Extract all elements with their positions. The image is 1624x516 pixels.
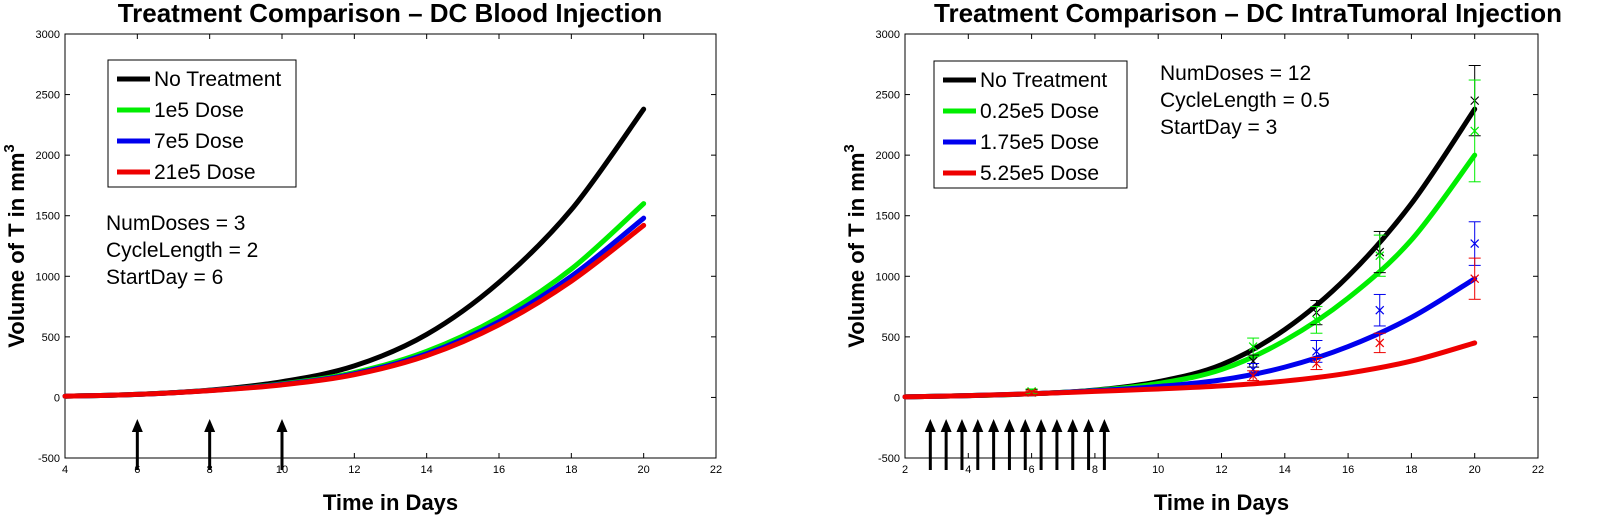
data-point-marker	[1375, 251, 1385, 261]
x-tick-label: 4	[965, 464, 971, 476]
dose-arrow-head	[940, 419, 952, 432]
legend: No Treatment 0.25e5 Dose 1.75e5 Dose 5.25e5…	[933, 60, 1128, 189]
y-axis-label: Volume of T in mm3	[841, 144, 869, 348]
y-tick-label: 2500	[876, 90, 900, 102]
y-tick-label: 2500	[36, 90, 60, 102]
dose-arrow-head	[131, 419, 143, 432]
x-tick-label: 16	[1342, 464, 1354, 476]
dose-arrow-head	[1019, 419, 1031, 432]
x-tick-label: 12	[1215, 464, 1227, 476]
annotation-text: CycleLength = 2	[106, 239, 258, 262]
dose-arrow-head	[1067, 419, 1079, 432]
y-tick-label: 3000	[36, 29, 60, 41]
dose-arrow-head	[956, 419, 968, 432]
series-line-4	[902, 340, 1478, 400]
series-line-2	[902, 152, 1478, 400]
legend-label: No Treatment	[154, 68, 281, 91]
x-tick-label: 18	[565, 464, 577, 476]
y-tick-label: 1500	[876, 211, 900, 223]
legend: No Treatment 1e5 Dose 7e5 Dose 21e5 Dose	[107, 59, 297, 188]
dose-arrow-head	[1098, 419, 1110, 432]
dose-arrow-head	[276, 419, 288, 432]
data-point-marker	[1375, 338, 1385, 348]
x-tick-label: 18	[1405, 464, 1417, 476]
y-tick-label: 1500	[36, 211, 60, 223]
annotation-text: NumDoses = 12	[1160, 62, 1311, 85]
legend-label: 21e5 Dose	[154, 161, 256, 184]
chart-title: Treatment Comparison – DC Blood Injectio…	[118, 0, 663, 28]
x-tick-label: 16	[493, 464, 505, 476]
data-point-marker	[1375, 305, 1385, 315]
chart-panel-1: 46810121416182022-5000500100015002000250…	[1, 0, 722, 515]
dose-arrow-head	[1083, 419, 1095, 432]
legend-label: 1.75e5 Dose	[980, 131, 1099, 154]
chart-panel-2: 2 4 6 8 10 12 14 16 18 20 22 -500 0 500 1000 1500 2000 25…	[841, 0, 1562, 515]
annotation-text: StartDay = 6	[106, 266, 223, 289]
legend-label: 0.25e5 Dose	[980, 100, 1099, 123]
x-tick-label: 4	[62, 464, 68, 476]
legend-label: No Treatment	[980, 69, 1107, 92]
data-point-marker	[1248, 371, 1258, 381]
dose-arrow-head	[1051, 419, 1063, 432]
data-point-marker	[1248, 342, 1258, 351]
chart-title: Treatment Comparison – DC IntraTumoral I…	[934, 0, 1562, 28]
x-tick-label: 20	[1469, 464, 1481, 476]
data-point-marker	[1027, 388, 1037, 398]
data-point-marker	[1312, 359, 1321, 368]
y-axis-label-superscript: 3	[1, 144, 18, 152]
legend-label: 7e5 Dose	[154, 130, 244, 153]
annotation-text: StartDay = 3	[1160, 116, 1277, 139]
data-point-marker	[1470, 274, 1480, 284]
y-axis-label-superscript: 3	[841, 144, 858, 152]
x-tick-label: 2	[902, 464, 908, 476]
y-tick-label: 1000	[36, 271, 60, 283]
x-tick-label: 10	[1152, 464, 1164, 476]
series-line-4	[62, 222, 647, 399]
y-tick-label: 500	[42, 332, 60, 344]
y-tick-label: 2000	[36, 150, 60, 162]
plot-area-frame	[64, 33, 717, 459]
x-tick-label: 22	[1532, 464, 1544, 476]
x-tick-label: 14	[1279, 464, 1291, 476]
dose-arrow-head	[988, 419, 1000, 432]
x-axis-label: Time in Days	[1154, 490, 1289, 515]
y-tick-label: 1000	[876, 271, 900, 283]
dose-arrow-head	[972, 419, 984, 432]
dose-arrow-head	[1003, 419, 1015, 432]
x-tick-label: 20	[638, 464, 650, 476]
x-tick-label: 22	[710, 464, 722, 476]
annotation-text: NumDoses = 3	[106, 212, 245, 235]
y-tick-label: 2000	[876, 150, 900, 162]
data-point-marker	[1470, 239, 1480, 249]
x-tick-label: 14	[421, 464, 433, 476]
data-point-marker	[1470, 126, 1480, 136]
x-axis-label: Time in Days	[323, 490, 458, 515]
y-tick-label: 3000	[876, 29, 900, 41]
x-tick-label: 6	[1029, 464, 1035, 476]
dose-arrow-head	[204, 419, 216, 432]
y-tick-label: -500	[878, 453, 900, 465]
dose-arrow-head	[924, 419, 936, 432]
y-tick-label: 0	[894, 392, 900, 404]
y-tick-label: 0	[54, 392, 60, 404]
legend-label: 1e5 Dose	[154, 99, 244, 122]
data-point-marker	[1312, 346, 1321, 356]
y-tick-label: -500	[38, 453, 60, 465]
y-axis-label: Volume of T in mm3	[1, 144, 29, 348]
x-tick-label: 8	[1092, 464, 1098, 476]
data-point-marker	[1312, 315, 1321, 325]
x-tick-label: 12	[348, 464, 360, 476]
legend-label: 5.25e5 Dose	[980, 162, 1099, 185]
annotation-text: CycleLength = 0.5	[1160, 89, 1330, 112]
dose-arrow-head	[1035, 419, 1047, 432]
y-tick-label: 500	[882, 332, 900, 344]
